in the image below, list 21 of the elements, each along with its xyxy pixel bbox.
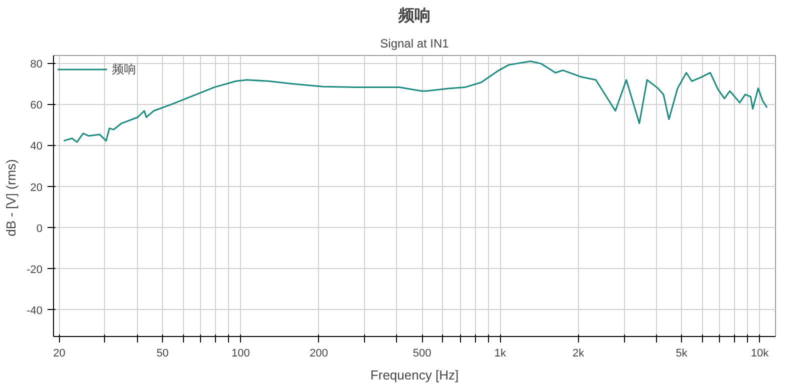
chart-title: 频响 bbox=[398, 6, 430, 24]
legend-label: 频响 bbox=[112, 60, 136, 78]
x-tick-label: 50 bbox=[156, 348, 169, 360]
x-tick-label: 200 bbox=[310, 348, 328, 360]
y-tick-label: 40 bbox=[30, 140, 43, 153]
y-tick-label: 60 bbox=[30, 100, 43, 112]
x-tick-label: 1k bbox=[494, 348, 507, 360]
chart-subtitle: Signal at IN1 bbox=[380, 36, 450, 50]
x-tick-label: 2k bbox=[572, 348, 585, 360]
x-tick-label: 5k bbox=[676, 348, 688, 360]
x-tick-label: 500 bbox=[412, 348, 432, 360]
y-tick-label: -20 bbox=[26, 264, 43, 276]
y-tick-label: 80 bbox=[30, 58, 43, 71]
x-tick-label: 10k bbox=[750, 348, 770, 360]
x-tick-label: 100 bbox=[232, 348, 250, 360]
y-tick-label: 20 bbox=[30, 182, 43, 194]
x-tick-label: 20 bbox=[53, 348, 66, 360]
y-axis-title: dB - [V] (rms) bbox=[4, 159, 19, 236]
y-tick-label: -40 bbox=[26, 304, 43, 317]
y-tick-label: 0 bbox=[36, 222, 43, 235]
x-axis-title: Frequency [Hz] bbox=[370, 368, 459, 382]
